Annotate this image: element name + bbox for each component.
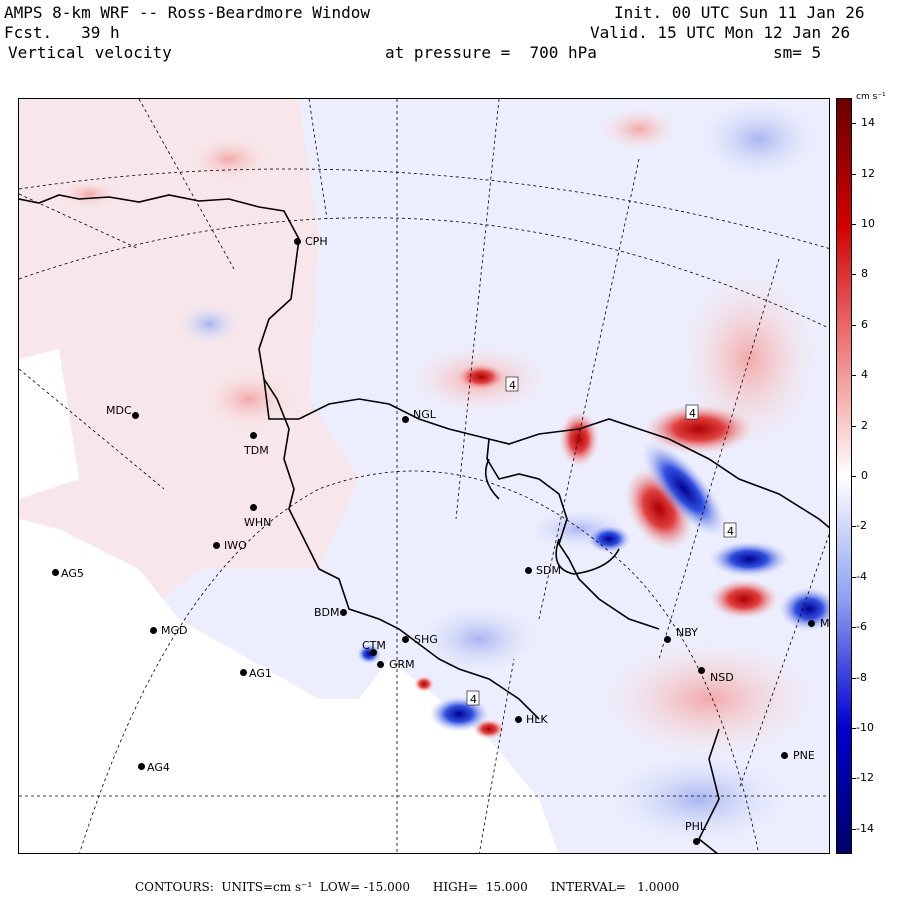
- colorbar-tick-label: 0: [861, 469, 868, 482]
- colorbar-tick-mark: [852, 324, 856, 326]
- colorbar-tick-mark: [852, 425, 856, 427]
- valid-time: Valid. 15 UTC Mon 12 Jan 26: [590, 23, 851, 42]
- units-label: UNITS=cm s⁻¹: [221, 880, 313, 894]
- contours-label: CONTOURS:: [135, 880, 214, 894]
- updraft-max: [559, 411, 599, 467]
- anomaly-blob: [609, 754, 789, 844]
- colorbar-tick-mark: [852, 728, 856, 729]
- model-title: AMPS 8-km WRF -- Ross-Beardmore Window: [4, 3, 371, 22]
- anomaly-blob: [599, 639, 819, 759]
- anomaly-blob: [699, 99, 819, 179]
- updraft-max: [709, 579, 779, 619]
- smoothing: sm= 5: [773, 43, 822, 62]
- colorbar-tick-label: -4: [856, 569, 867, 583]
- colorbar-tick-label: -2: [856, 519, 867, 533]
- contour-label: 4: [727, 525, 734, 538]
- colorbar-tick-mark: [852, 627, 856, 629]
- colorbar: [836, 98, 852, 854]
- colorbar-tick-label: 2: [861, 418, 868, 432]
- coastline: [19, 194, 829, 853]
- contour-label: 4: [689, 407, 696, 420]
- init-time: Init. 00 UTC Sun 11 Jan 26: [614, 3, 865, 22]
- colorbar-tick-mark: [852, 476, 856, 477]
- colorbar-tick-label: 14: [861, 116, 875, 130]
- updraft-max: [644, 404, 754, 454]
- contour-label: 4: [509, 379, 516, 392]
- colorbar-tick-mark: [852, 526, 856, 528]
- updraft-max: [473, 719, 505, 739]
- downdraft-min: [587, 525, 631, 553]
- colorbar-tick-label: 6: [861, 317, 868, 331]
- anomaly-blob: [204, 369, 294, 429]
- anomaly-blob: [419, 604, 539, 674]
- colorbar-tick-mark: [852, 375, 856, 377]
- colorbar-tick-mark: [852, 576, 856, 578]
- downdraft-min: [779, 587, 829, 631]
- colorbar-tick-mark: [852, 828, 856, 830]
- contour-label: 4: [470, 693, 477, 706]
- colorbar-tick-label: 12: [861, 166, 875, 180]
- anomaly-blob: [59, 180, 119, 208]
- colorbar-units: cm s⁻¹: [856, 92, 886, 102]
- colorbar-tick-mark: [852, 224, 856, 225]
- colorbar-tick-label: -14: [856, 821, 874, 835]
- anomaly-blob: [599, 107, 679, 151]
- colorbar-tick-mark: [852, 677, 856, 679]
- plateau-tint: [19, 99, 359, 659]
- anomaly-blob: [189, 137, 269, 181]
- downdraft-min: [641, 440, 727, 538]
- colorbar-tick-label: 10: [861, 217, 875, 230]
- anomaly-blob: [179, 304, 239, 344]
- downdraft-min: [709, 541, 789, 577]
- no-data-region: [19, 519, 559, 853]
- colorbar-tick-label: -6: [856, 620, 867, 634]
- forecast-hour: Fcst. 39 h: [4, 23, 120, 42]
- map-panel: 4 4 4 4: [18, 98, 830, 854]
- low-label: LOW= -15.000: [319, 880, 410, 894]
- interval-label: INTERVAL= 1.0000: [550, 880, 680, 894]
- no-data-region-west: [19, 349, 79, 499]
- colorbar-tick-mark: [852, 123, 856, 125]
- colorbar-tick-mark: [852, 778, 856, 780]
- contour-label-group: 4 4 4 4: [466, 376, 737, 706]
- updraft-max: [457, 364, 505, 390]
- colorbar-tick-label: -8: [856, 670, 867, 684]
- colorbar-tick-mark: [852, 274, 856, 276]
- high-label: HIGH= 15.000: [432, 880, 528, 894]
- colorbar-tick-label: -12: [856, 771, 874, 785]
- field-name: Vertical velocity: [8, 43, 172, 62]
- colorbar-tick-label: 8: [861, 267, 868, 281]
- vertical-velocity-field: 4 4 4 4: [19, 99, 829, 853]
- colorbar-tick-label: 4: [861, 368, 868, 382]
- colorbar-tick-mark: [852, 173, 856, 175]
- colorbar-tick-label: -10: [856, 721, 874, 734]
- pressure-level: at pressure = 700 hPa: [385, 43, 597, 62]
- contour-info: CONTOURS: UNITS=cm s⁻¹ LOW= -15.000 HIGH…: [135, 880, 679, 894]
- updraft-max: [414, 676, 434, 692]
